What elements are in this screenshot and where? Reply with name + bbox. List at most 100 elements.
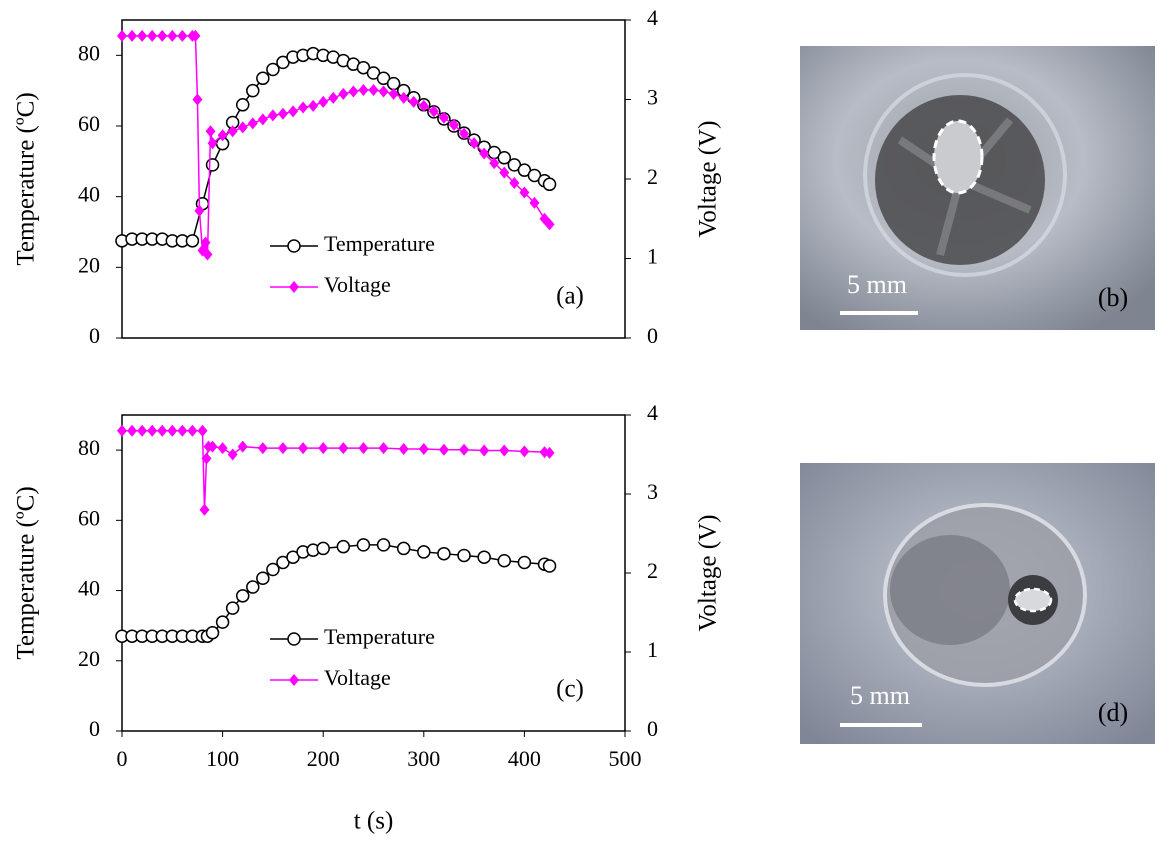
marker: [328, 91, 339, 104]
marker: [376, 538, 391, 552]
marker: [398, 91, 409, 104]
y2-tick-label: 2: [647, 558, 658, 583]
x-tick-label: 0: [117, 746, 128, 771]
marker: [368, 83, 379, 96]
marker: [237, 440, 248, 453]
marker: [388, 87, 399, 100]
marker: [256, 571, 270, 586]
legend-label: Voltage: [324, 665, 391, 690]
legend-label: Voltage: [324, 272, 391, 297]
scale-label: 5 mm: [850, 681, 910, 710]
y2-axis-label: Voltage (V): [695, 121, 722, 238]
marker: [544, 218, 555, 231]
marker: [190, 29, 201, 42]
y2-tick-label: 4: [647, 5, 658, 30]
marker: [167, 29, 178, 42]
marker: [477, 550, 491, 564]
series-line: [122, 430, 550, 510]
y2-tick-label: 1: [647, 637, 658, 662]
y-tick-label: 80: [78, 435, 100, 460]
x-tick-label: 300: [407, 746, 440, 771]
marker: [257, 442, 268, 455]
marker: [544, 446, 555, 459]
marker: [459, 127, 470, 140]
series: [117, 29, 555, 261]
marker: [246, 83, 260, 98]
marker: [542, 177, 557, 192]
panel-label: (c): [556, 676, 584, 703]
marker: [396, 541, 411, 556]
legend-label: Temperature: [324, 231, 435, 256]
panel-label: (d): [1098, 698, 1128, 727]
marker: [137, 29, 148, 42]
y-axis-label: Temperature (ºC): [13, 486, 40, 659]
marker: [185, 234, 200, 248]
marker: [438, 111, 449, 124]
y-tick-label: 0: [89, 716, 100, 741]
marker: [200, 236, 211, 249]
marker: [225, 601, 240, 615]
x-tick-label: 200: [307, 746, 340, 771]
marker: [489, 157, 500, 170]
marker: [266, 62, 280, 77]
marker: [117, 29, 127, 42]
marker: [338, 442, 349, 455]
legend-label: Temperature: [324, 624, 435, 649]
y-tick-label: 40: [78, 576, 100, 601]
marker: [459, 443, 470, 456]
marker: [227, 448, 238, 461]
chart: 0 20 40 60 80 0 1 2 3 4 Temperature (ºC) Voltage (V…: [13, 5, 722, 348]
y-tick-label: 60: [78, 505, 100, 530]
marker: [499, 444, 510, 457]
marker: [277, 442, 288, 455]
series: [117, 424, 555, 516]
marker: [479, 444, 490, 457]
marker: [202, 248, 213, 261]
photo-b: 5 mm (b): [800, 46, 1155, 330]
marker: [469, 137, 480, 150]
marker: [215, 615, 230, 629]
marker: [137, 424, 148, 437]
y-tick-label: 60: [78, 111, 100, 136]
y2-tick-label: 1: [647, 244, 658, 269]
marker: [197, 424, 208, 437]
marker: [237, 121, 248, 134]
marker: [167, 424, 178, 437]
marker: [418, 99, 429, 112]
marker: [529, 196, 540, 209]
marker: [235, 589, 250, 603]
marker: [316, 541, 330, 556]
marker: [277, 107, 288, 120]
marker: [358, 442, 369, 455]
marker: [147, 29, 158, 42]
panel-label: (a): [556, 283, 584, 310]
marker: [187, 424, 198, 437]
y2-tick-label: 3: [647, 85, 658, 110]
y-tick-label: 20: [78, 646, 100, 671]
marker: [509, 176, 520, 189]
marker: [127, 424, 138, 437]
marker: [205, 125, 216, 138]
marker: [205, 158, 220, 172]
marker: [408, 95, 419, 108]
marker: [318, 95, 329, 108]
marker: [437, 546, 451, 561]
marker: [201, 452, 212, 465]
y2-axis-label: Voltage (V): [695, 515, 722, 632]
marker: [308, 99, 319, 112]
marker: [157, 29, 168, 42]
marker: [318, 442, 329, 455]
marker: [428, 105, 439, 118]
marker: [497, 151, 512, 165]
y2-tick-label: 0: [647, 716, 658, 741]
y-tick-label: 20: [78, 252, 100, 277]
marker: [257, 113, 268, 126]
marker: [517, 555, 532, 570]
marker: [479, 147, 490, 160]
y-axis-label: Temperature (ºC): [13, 92, 40, 265]
marker: [267, 109, 278, 122]
marker: [194, 204, 205, 217]
marker: [207, 137, 218, 150]
